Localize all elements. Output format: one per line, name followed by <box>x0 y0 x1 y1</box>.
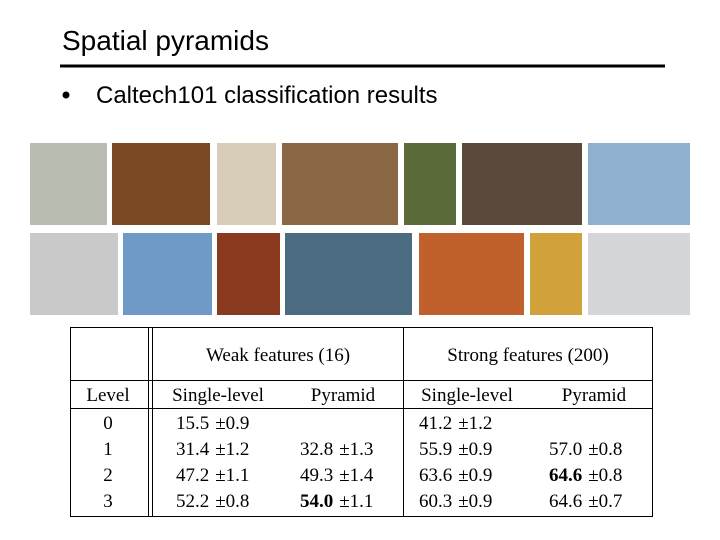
image-sailboat <box>123 233 212 315</box>
result-mean: 52.2 <box>176 491 209 512</box>
result-mean: 57.0 <box>549 439 582 460</box>
result-cell: 63.6 ±0.9 <box>419 465 492 486</box>
result-mean: 60.3 <box>419 491 452 512</box>
image-hedgehog <box>462 143 582 225</box>
result-error: ±0.9 <box>458 491 492 512</box>
result-cell: 49.3 ±1.4 <box>300 465 374 486</box>
result-cell: 60.3 ±0.9 <box>419 491 492 512</box>
level-cell: 3 <box>103 491 113 512</box>
group-header: Strong features (200) <box>447 345 608 366</box>
image-mayfly <box>285 233 412 315</box>
result-error: ±1.1 <box>339 491 373 512</box>
level-cell: 2 <box>103 465 113 486</box>
result-error: ±0.9 <box>458 465 492 486</box>
bullet-text: Caltech101 classification results <box>96 82 438 109</box>
image-wheelchair <box>588 233 690 315</box>
column-header: Pyramid <box>311 385 376 406</box>
image-rollerblade <box>30 233 118 315</box>
result-mean: 31.4 <box>176 439 210 460</box>
result-error: ±1.4 <box>339 465 374 486</box>
column-header: Single-level <box>172 385 264 406</box>
image-helicopter <box>588 143 690 225</box>
result-error: ±1.1 <box>215 465 249 486</box>
result-mean: 54.0 <box>300 491 333 512</box>
result-mean: 64.6 <box>549 491 582 512</box>
result-cell: 64.6 ±0.7 <box>549 491 622 512</box>
result-mean: 47.2 <box>176 465 209 486</box>
result-error: ±0.8 <box>215 491 249 512</box>
result-error: ±0.8 <box>588 465 622 486</box>
image-butterfly <box>112 143 210 225</box>
image-pizza <box>419 233 524 315</box>
result-mean: 15.5 <box>176 413 209 434</box>
image-bonsai <box>30 143 107 225</box>
result-error: ±0.9 <box>215 413 249 434</box>
column-header: Level <box>86 385 129 406</box>
result-error: ±0.7 <box>588 491 622 512</box>
result-mean: 32.8 <box>300 439 333 460</box>
result-cell: 64.6 ±0.8 <box>549 465 622 486</box>
result-cell: 54.0 ±1.1 <box>300 491 373 512</box>
result-cell: 15.5 ±0.9 <box>176 413 249 434</box>
image-flamingo <box>404 143 456 225</box>
result-cell: 52.2 ±0.8 <box>176 491 249 512</box>
result-error: ±0.9 <box>458 439 492 460</box>
result-cell: 57.0 ±0.8 <box>549 439 622 460</box>
slide-title: Spatial pyramids <box>62 25 269 56</box>
level-cell: 0 <box>103 413 113 434</box>
result-mean: 55.9 <box>419 439 452 460</box>
result-mean: 63.6 <box>419 465 452 486</box>
group-header: Weak features (16) <box>206 345 350 366</box>
image-grid <box>30 143 690 315</box>
result-cell: 47.2 ±1.1 <box>176 465 249 486</box>
level-cell: 1 <box>103 439 113 460</box>
result-mean: 64.6 <box>549 465 582 486</box>
column-header: Pyramid <box>562 385 627 406</box>
image-chair <box>217 143 276 225</box>
column-header: Single-level <box>421 385 513 406</box>
result-mean: 41.2 <box>419 413 452 434</box>
result-cell: 41.2 ±1.2 <box>419 413 492 434</box>
result-cell: 55.9 ±0.9 <box>419 439 492 460</box>
results-table <box>70 327 653 517</box>
bullet-dot <box>62 91 70 99</box>
image-cougar <box>282 143 398 225</box>
image-saxophone <box>530 233 582 315</box>
result-error: ±1.2 <box>458 413 492 434</box>
table-border <box>70 327 653 517</box>
result-mean: 49.3 <box>300 465 333 486</box>
image-lamp <box>217 233 280 315</box>
result-cell: 31.4 ±1.2 <box>176 439 249 460</box>
result-error: ±0.8 <box>588 439 622 460</box>
result-cell: 32.8 ±1.3 <box>300 439 373 460</box>
result-error: ±1.2 <box>215 439 249 460</box>
result-error: ±1.3 <box>339 439 373 460</box>
